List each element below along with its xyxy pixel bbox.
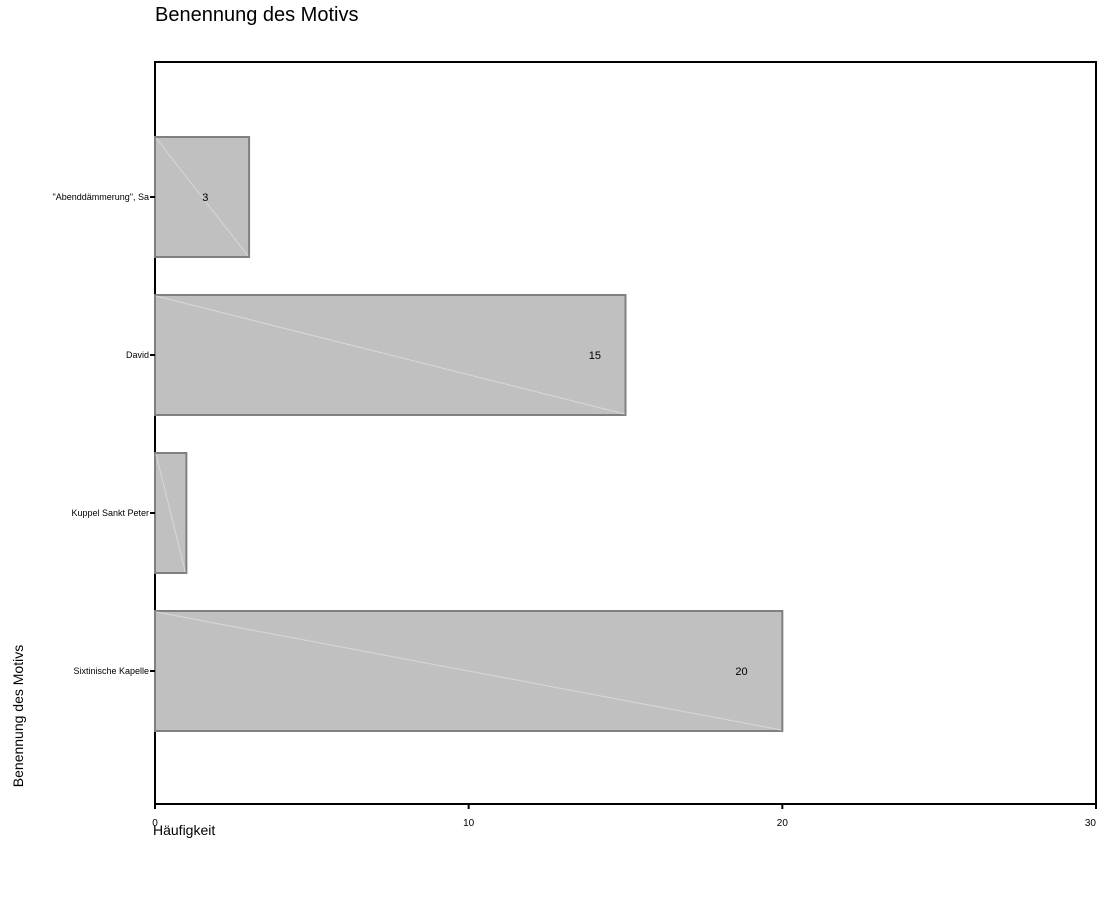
bar-sheen-line	[155, 137, 249, 257]
x-tick-label: 30	[1085, 818, 1097, 829]
x-axis-title: Häufigkeit	[153, 822, 216, 838]
category-label: "Abenddämmerung", Sa	[53, 192, 149, 202]
x-tick-label: 10	[463, 818, 475, 829]
data-label: 15	[589, 350, 601, 362]
bars-layer: 3 15 20	[154, 136, 784, 732]
y-axis-title: Benennung des Motivs	[10, 644, 26, 788]
plot-frame	[154, 61, 1097, 805]
x-tick-label: 0	[152, 818, 158, 829]
category-label: David	[126, 350, 149, 360]
category-label: Sixtinische Kapelle	[73, 666, 149, 676]
category-label: Kuppel Sankt Peter	[71, 508, 149, 518]
bar-sheen-line	[155, 295, 625, 415]
data-label: 3	[202, 192, 208, 204]
x-tick-label: 20	[777, 818, 789, 829]
bar-sheen-line	[155, 611, 782, 731]
chart-title: Benennung des Motivs	[155, 4, 359, 26]
bar-sheen-line	[155, 453, 186, 573]
data-label: 20	[735, 666, 747, 678]
ticks-layer: "Abenddämmerung", Sa David Kuppel Sankt Pe…	[53, 192, 1097, 829]
